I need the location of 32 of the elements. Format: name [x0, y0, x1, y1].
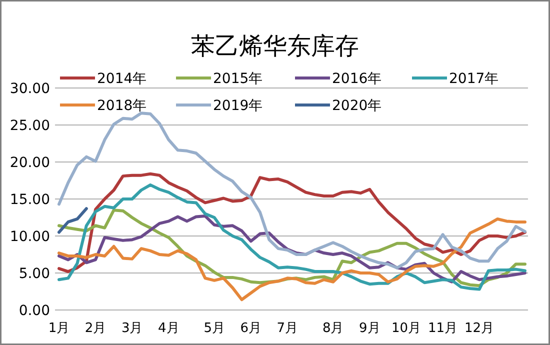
x-tick-label: 9月 [359, 321, 380, 336]
x-tick-label: 5月 [204, 321, 225, 336]
y-tick-label: 20.00 [10, 155, 50, 171]
y-tick-label: 25.00 [10, 118, 50, 134]
x-tick-label: 2月 [84, 321, 106, 336]
x-tick-label: 10月 [391, 321, 421, 336]
line-series [58, 172, 526, 274]
x-tick-label: 1月 [48, 321, 70, 336]
x-tick-label: 3月 [121, 321, 143, 336]
chart-title: 苯乙烯华东库存 [191, 32, 359, 60]
y-tick-label: 10.00 [10, 229, 50, 245]
legend-label: 2016年 [332, 71, 382, 87]
legend-label: 2020年 [332, 98, 382, 114]
y-tick-label: 5.00 [18, 266, 50, 282]
legend-label: 2014年 [97, 71, 147, 87]
y-tick-label: 0.00 [18, 303, 50, 319]
x-tick-label: 8月 [322, 321, 344, 336]
line-series [58, 183, 526, 291]
x-tick-label: 12月 [464, 321, 494, 336]
x-tick-label: 4月 [158, 321, 180, 336]
line-series [58, 112, 526, 270]
legend-label: 2015年 [213, 71, 263, 87]
y-tick-label: 30.00 [10, 81, 50, 97]
x-tick-label: 6月 [240, 321, 262, 336]
x-tick-label: 11月 [428, 321, 458, 336]
line-series [58, 207, 88, 234]
x-tick-label: 7月 [276, 321, 298, 336]
legend-label: 2017年 [449, 71, 499, 87]
y-tick-label: 15.00 [10, 192, 50, 208]
line-series [58, 217, 526, 302]
legend-label: 2018年 [97, 98, 147, 114]
legend-label: 2019年 [213, 98, 263, 114]
